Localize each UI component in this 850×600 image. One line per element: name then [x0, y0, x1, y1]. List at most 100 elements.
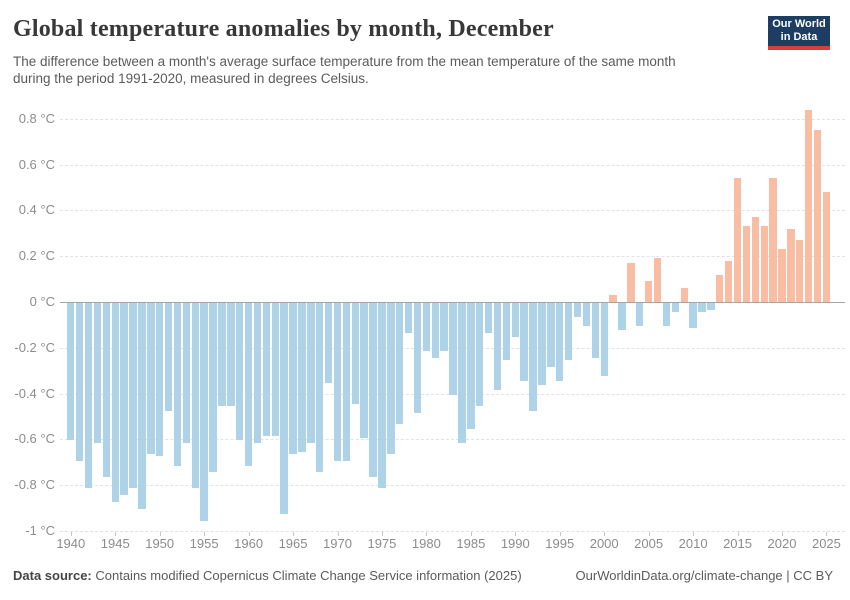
bar-1995[interactable]	[556, 303, 564, 381]
x-tick-mark-1975	[381, 532, 383, 536]
bar-1965[interactable]	[289, 303, 297, 455]
bar-1990[interactable]	[511, 303, 519, 338]
bar-1964[interactable]	[280, 303, 288, 514]
bar-1953[interactable]	[182, 303, 191, 443]
bar-1977[interactable]	[396, 303, 404, 425]
bar-1982[interactable]	[440, 303, 448, 352]
bar-1978[interactable]	[404, 303, 413, 333]
bar-1955[interactable]	[200, 303, 208, 521]
bar-1984[interactable]	[458, 303, 466, 443]
bar-2018[interactable]	[760, 226, 768, 302]
bar-1976[interactable]	[387, 303, 395, 455]
x-axis-label-2000: 2000	[589, 536, 619, 551]
x-tick-mark-1985	[470, 532, 472, 536]
bar-1944[interactable]	[102, 303, 111, 478]
license-link[interactable]: OurWorldinData.org/climate-change | CC B…	[575, 568, 833, 583]
bar-2013[interactable]	[716, 274, 724, 302]
bar-2001[interactable]	[609, 295, 617, 302]
bar-2004[interactable]	[636, 303, 644, 326]
bar-1941[interactable]	[75, 303, 84, 461]
bar-2003[interactable]	[627, 263, 635, 302]
bar-1980[interactable]	[422, 303, 431, 352]
bar-1989[interactable]	[502, 303, 511, 361]
owid-logo[interactable]: Our World in Data	[768, 16, 830, 50]
bar-2017[interactable]	[751, 217, 760, 302]
bar-2021[interactable]	[787, 228, 795, 302]
bar-1988[interactable]	[493, 303, 502, 391]
gridline-0.4°C	[60, 210, 845, 212]
bar-2012[interactable]	[707, 303, 715, 310]
bar-1971[interactable]	[342, 303, 351, 461]
bar-1987[interactable]	[484, 303, 493, 333]
bar-2023[interactable]	[804, 109, 813, 302]
bar-1961[interactable]	[253, 303, 262, 443]
bar-2007[interactable]	[662, 303, 671, 326]
bar-1983[interactable]	[449, 303, 457, 395]
bar-1947[interactable]	[129, 303, 137, 489]
bar-2006[interactable]	[653, 258, 662, 302]
bar-1999[interactable]	[591, 303, 599, 358]
bar-1986[interactable]	[476, 303, 484, 407]
bar-1949[interactable]	[147, 303, 155, 455]
bar-1973[interactable]	[360, 303, 368, 439]
bar-2016[interactable]	[742, 226, 751, 302]
bar-1966[interactable]	[298, 303, 306, 452]
bar-1979[interactable]	[413, 303, 422, 413]
bar-1946[interactable]	[120, 303, 128, 496]
bar-1969[interactable]	[324, 303, 333, 384]
bar-1968[interactable]	[316, 303, 324, 473]
bar-1972[interactable]	[351, 303, 359, 404]
bar-2014[interactable]	[724, 260, 733, 302]
bar-1970[interactable]	[333, 303, 342, 461]
owid-logo-line2: in Data	[780, 31, 818, 43]
bar-2025[interactable]	[822, 192, 831, 302]
bar-2019[interactable]	[769, 178, 777, 302]
x-tick-mark-2020	[782, 532, 783, 536]
bar-1974[interactable]	[369, 303, 377, 478]
bar-1960[interactable]	[244, 303, 253, 466]
x-tick-mark-2010	[693, 532, 695, 536]
bar-1948[interactable]	[138, 303, 146, 510]
bar-1956[interactable]	[209, 303, 217, 473]
bar-1943[interactable]	[93, 303, 102, 443]
x-tick-mark-1955	[204, 532, 206, 536]
bar-2015[interactable]	[733, 178, 742, 302]
bar-1967[interactable]	[307, 303, 315, 443]
bar-1992[interactable]	[529, 303, 537, 411]
bar-1991[interactable]	[520, 303, 528, 381]
bar-1998[interactable]	[582, 303, 591, 326]
bar-1952[interactable]	[173, 303, 182, 466]
bar-1963[interactable]	[271, 303, 279, 436]
x-tick-mark-1980	[426, 532, 428, 536]
bar-2008[interactable]	[671, 303, 679, 313]
bar-1951[interactable]	[164, 303, 173, 411]
bar-2024[interactable]	[813, 130, 822, 302]
bar-1985[interactable]	[467, 303, 475, 429]
bar-1940[interactable]	[67, 303, 75, 441]
bar-1993[interactable]	[538, 303, 546, 386]
bar-2002[interactable]	[618, 303, 626, 331]
bar-2020[interactable]	[778, 249, 786, 302]
bar-1957[interactable]	[218, 303, 226, 407]
bar-1954[interactable]	[191, 303, 199, 489]
bar-2011[interactable]	[698, 303, 706, 313]
bar-1997[interactable]	[573, 303, 582, 317]
bar-1945[interactable]	[111, 303, 119, 503]
bar-2009[interactable]	[680, 288, 688, 302]
bar-2010[interactable]	[689, 303, 697, 329]
bar-1959[interactable]	[236, 303, 244, 441]
bar-1958[interactable]	[227, 303, 235, 407]
bar-1981[interactable]	[431, 303, 439, 358]
bar-1962[interactable]	[262, 303, 271, 436]
bar-2005[interactable]	[644, 281, 653, 302]
bar-2022[interactable]	[796, 240, 804, 302]
bar-1942[interactable]	[84, 303, 93, 489]
bar-1996[interactable]	[564, 303, 573, 361]
bar-1950[interactable]	[156, 303, 164, 457]
bar-1994[interactable]	[547, 303, 555, 368]
bar-2000[interactable]	[600, 303, 608, 377]
bar-1975[interactable]	[378, 303, 386, 489]
data-source-label: Data source:	[13, 568, 92, 583]
y-axis-label-0.2°C: 0.2 °C	[18, 248, 55, 264]
